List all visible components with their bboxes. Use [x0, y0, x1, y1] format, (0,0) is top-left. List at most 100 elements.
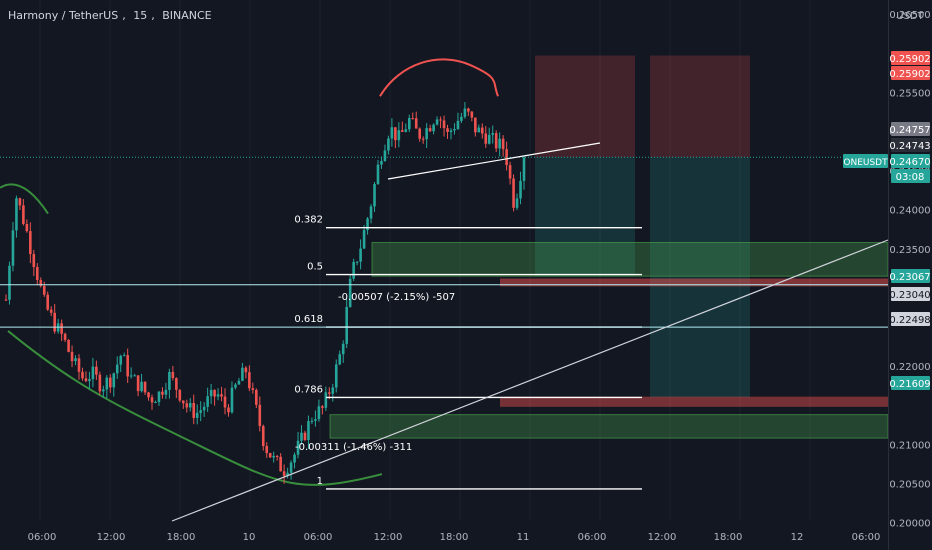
arc-top-left	[0, 183, 49, 215]
candle-body	[387, 138, 390, 151]
candle-body	[446, 128, 449, 133]
fib-level-label: 1	[317, 476, 323, 487]
candle-body	[67, 339, 70, 352]
price-badge	[891, 122, 930, 136]
candle-body	[338, 354, 342, 365]
candle-body	[366, 218, 369, 231]
price-badge	[891, 269, 930, 283]
candle-body	[188, 402, 192, 408]
candle-body	[328, 392, 331, 394]
candle-body	[321, 406, 324, 408]
candle-body	[223, 396, 227, 408]
price-badge	[891, 66, 930, 80]
symbol-interval: 15	[133, 9, 148, 22]
candle-body	[164, 389, 168, 395]
fib-level-label: 0.618	[294, 314, 323, 325]
candle-body	[171, 371, 175, 378]
candle-body	[63, 333, 67, 340]
currency-label: USDT	[896, 11, 924, 22]
candle-body	[359, 248, 362, 262]
candle-body	[268, 453, 272, 458]
candle-body	[279, 456, 282, 472]
candle-body	[303, 432, 307, 441]
candle-body	[404, 129, 408, 132]
x-tick-label: 12:00	[97, 532, 126, 543]
candle-body	[227, 407, 230, 413]
candle-body	[380, 160, 383, 165]
candle-body	[147, 392, 150, 398]
candle-body	[421, 138, 425, 140]
price-badge-label: 0.25902	[889, 54, 930, 65]
candle-body	[29, 231, 32, 255]
candle-body	[91, 366, 95, 380]
candle-body	[376, 164, 380, 185]
candle-body	[522, 157, 526, 181]
y-tick-label: 0.25500	[889, 88, 930, 99]
candle-body	[112, 373, 116, 388]
candle-body	[519, 180, 522, 199]
short-position-stop-zone-2	[650, 55, 750, 158]
candle-body	[35, 267, 39, 281]
candle-body	[383, 150, 387, 161]
symbol-badge-label: ONEUSDT	[843, 158, 888, 168]
candle-body	[334, 364, 338, 388]
symbol-name: Harmony / TetherUS	[8, 9, 119, 22]
candle-body	[261, 426, 265, 446]
candle-body	[22, 205, 25, 224]
supply-band-upper	[500, 278, 888, 287]
candle-body	[390, 127, 394, 139]
candle-body	[255, 389, 258, 405]
candle-body	[102, 389, 105, 392]
candle-body	[216, 394, 220, 397]
candle-body	[122, 355, 126, 357]
candle-body	[195, 412, 199, 418]
x-tick-label: 18:00	[714, 532, 743, 543]
candle-body	[307, 421, 310, 441]
candle-body	[136, 375, 140, 392]
candle-body	[341, 343, 345, 355]
candle-body	[81, 371, 84, 379]
x-tick-label: 10	[243, 532, 256, 543]
y-tick-label: 0.26500	[889, 10, 930, 21]
symbol-header[interactable]: Harmony / TetherUS, 15, BINANCE	[8, 9, 212, 22]
candle-body	[348, 278, 352, 307]
y-tick-label: 0.23500	[889, 245, 930, 256]
candle-body	[314, 419, 317, 421]
candle-body	[206, 396, 209, 407]
y-tick-label: 0.21000	[889, 440, 930, 451]
x-tick-label: 06:00	[28, 532, 57, 543]
candle-body	[15, 198, 18, 231]
candle-body	[157, 391, 161, 403]
candle-body	[154, 402, 157, 404]
candle-body	[202, 406, 206, 411]
short-position-target-zone-2	[650, 157, 750, 398]
candle-body	[265, 445, 269, 454]
candle-body	[282, 471, 286, 476]
neckline	[387, 142, 601, 180]
candle-body	[241, 367, 244, 381]
candle-body	[369, 206, 373, 219]
x-tick-label: 18:00	[167, 532, 196, 543]
candle-body	[126, 355, 129, 377]
candle-body	[244, 367, 248, 373]
candle-body	[442, 120, 446, 129]
candle-body	[432, 124, 435, 132]
candle-body	[46, 294, 50, 310]
price-badge-label: 03:08	[896, 172, 925, 183]
candle-body	[463, 108, 467, 117]
candle-body	[289, 462, 293, 473]
candle-body	[178, 389, 182, 401]
candle-body	[140, 381, 143, 392]
candle-body	[49, 309, 53, 313]
candle-body	[234, 384, 237, 388]
candle-body	[477, 127, 481, 133]
arc-top	[379, 58, 499, 97]
candle-body	[105, 377, 109, 390]
y-tick-label: 0.20000	[889, 519, 930, 530]
candle-body	[505, 149, 508, 166]
candle-body	[98, 374, 102, 392]
candle-body	[108, 377, 112, 388]
candle-body	[317, 406, 321, 420]
